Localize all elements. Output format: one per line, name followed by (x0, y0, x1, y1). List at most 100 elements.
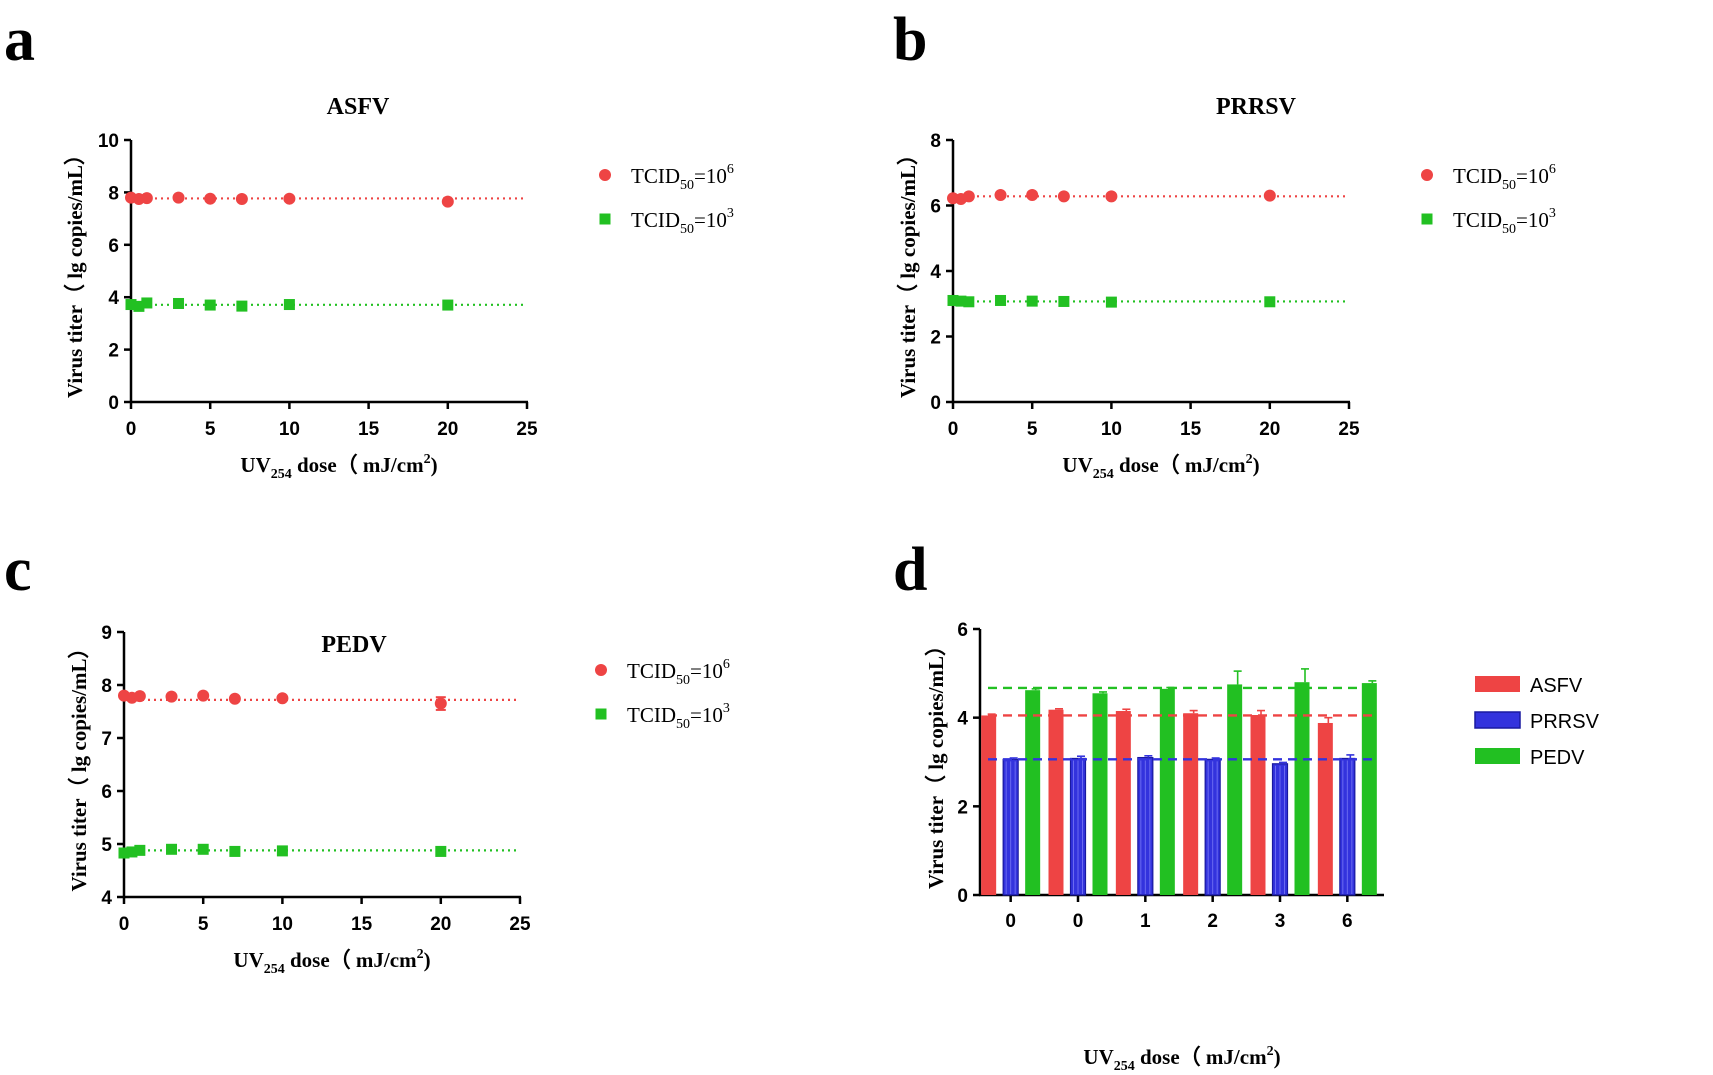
data-point-square (955, 295, 967, 307)
y-tick-label: 2 (108, 341, 119, 362)
x-tick-label: 3 (1275, 911, 1286, 932)
data-point-square (173, 297, 185, 309)
y-tick-label: 8 (101, 676, 112, 697)
y-tick-label: 0 (930, 393, 941, 414)
data-point-square (141, 297, 153, 309)
x-axis-label: UV254 dose（ mJ/cm2) (233, 947, 430, 977)
y-tick-label: 2 (930, 328, 941, 349)
y-tick-label: 8 (108, 183, 119, 204)
data-point-square (276, 845, 288, 857)
x-tick-label: 0 (1073, 911, 1084, 932)
y-tick-label: 4 (930, 262, 941, 283)
y-tick-label: 2 (957, 797, 968, 818)
data-point-circle (1057, 190, 1070, 203)
chart-title-asfv: ASFV (327, 94, 390, 120)
x-tick-label: 10 (1101, 419, 1122, 440)
x-tick-label: 5 (205, 419, 216, 440)
legend-label: TCID50=103 (631, 206, 734, 237)
x-tick-label: 25 (516, 419, 538, 440)
legend-label-prrsv: PRRSV (1530, 711, 1600, 733)
data-point-square (118, 847, 130, 859)
scatter-chart-pedv: 4 5 6 7 8 9 0 5 10 15 20 25 TCID50=106 TCID50=103 UV25… (67, 623, 730, 977)
x-tick-label: 2 (1207, 911, 1218, 932)
y-tick-label: 4 (101, 888, 112, 909)
data-point-square (134, 844, 146, 856)
y-tick-label: 6 (108, 236, 119, 257)
data-point-square (995, 294, 1007, 306)
bar-pedv (1025, 690, 1041, 895)
y-tick-label: 0 (957, 886, 968, 907)
data-point-square (133, 300, 145, 312)
bar-pedv (1294, 682, 1310, 895)
legend-label-asfv: ASFV (1530, 675, 1583, 697)
x-tick-label: 25 (1338, 419, 1360, 440)
data-point-circle (197, 689, 210, 702)
data-point-square (197, 843, 209, 855)
x-tick-label: 10 (279, 419, 300, 440)
data-point-circle (283, 192, 296, 205)
bar-asfv (1048, 709, 1064, 895)
data-point-circle (1263, 189, 1276, 202)
x-tick-label: 0 (119, 914, 130, 935)
y-tick-label: 6 (101, 782, 112, 803)
x-tick-label: 20 (430, 914, 451, 935)
legend-marker-square (1421, 213, 1433, 225)
data-point-circle (994, 189, 1007, 202)
x-tick-label: 1 (1140, 911, 1151, 932)
x-tick-label: 6 (1342, 911, 1353, 932)
x-tick-label: 20 (437, 419, 458, 440)
data-point-square (229, 845, 241, 857)
y-tick-label: 6 (930, 197, 941, 218)
data-point-circle (276, 692, 289, 705)
legend-marker-circle (1421, 169, 1433, 181)
x-tick-label: 5 (1027, 419, 1038, 440)
y-tick-label: 5 (101, 835, 112, 856)
x-axis-label: UV254 dose（ mJ/cm2) (1062, 452, 1259, 482)
y-axis-label: Virus titer（ lg copies/mL） (896, 144, 920, 398)
bar-pedv (1092, 693, 1108, 895)
y-tick-label: 0 (108, 393, 119, 414)
bar-asfv (1183, 713, 1199, 895)
legend-label: TCID50=106 (627, 657, 730, 688)
bar-chart-comparison: 0 2 4 6 0 0 1 2 3 6 ASFV PRRSV PEDV UV254 dose（ mJ/cm… (924, 620, 1600, 1074)
y-axis-label: Virus titer（ lg copies/mL） (63, 144, 87, 398)
legend-swatch-asfv (1475, 676, 1520, 692)
legend-label-pedv: PEDV (1530, 747, 1585, 769)
y-tick-label: 4 (108, 288, 119, 309)
data-point-circle (434, 697, 447, 710)
legend-marker-square (599, 213, 611, 225)
y-axis-label: Virus titer（ lg copies/mL） (67, 637, 91, 891)
data-point-square (236, 300, 248, 312)
bar-asfv (1317, 722, 1333, 895)
x-tick-label: 25 (509, 914, 531, 935)
panel-letter-c: c (4, 536, 32, 604)
x-tick-label: 0 (126, 419, 137, 440)
data-point-square (283, 299, 295, 311)
data-point-square (963, 296, 975, 308)
legend-label: TCID50=106 (1453, 162, 1556, 193)
bar-pedv (1361, 683, 1377, 895)
legend-label: TCID50=103 (627, 701, 730, 732)
chart-title-prrsv: PRRSV (1216, 94, 1297, 120)
data-point-circle (441, 195, 454, 208)
data-point-square (1105, 296, 1117, 308)
legend-label: TCID50=103 (1453, 206, 1556, 237)
data-point-circle (235, 192, 248, 205)
data-point-square (1026, 295, 1038, 307)
bar-asfv (981, 715, 997, 895)
x-tick-label: 20 (1259, 419, 1280, 440)
bar-pedv (1159, 688, 1175, 895)
data-point-square (435, 845, 447, 857)
data-point-square (947, 294, 959, 306)
y-axis-label: Virus titer（ lg copies/mL） (924, 635, 948, 889)
data-point-square (442, 299, 454, 311)
x-axis-label: UV254 dose（ mJ/cm2) (1083, 1044, 1280, 1074)
x-axis-label: UV254 dose（ mJ/cm2) (240, 452, 437, 482)
y-tick-label: 6 (957, 620, 968, 641)
data-point-circle (172, 191, 185, 204)
legend-marker-square (595, 708, 607, 720)
data-point-circle (1105, 190, 1118, 203)
data-point-circle (228, 692, 241, 705)
data-point-circle (204, 192, 217, 205)
